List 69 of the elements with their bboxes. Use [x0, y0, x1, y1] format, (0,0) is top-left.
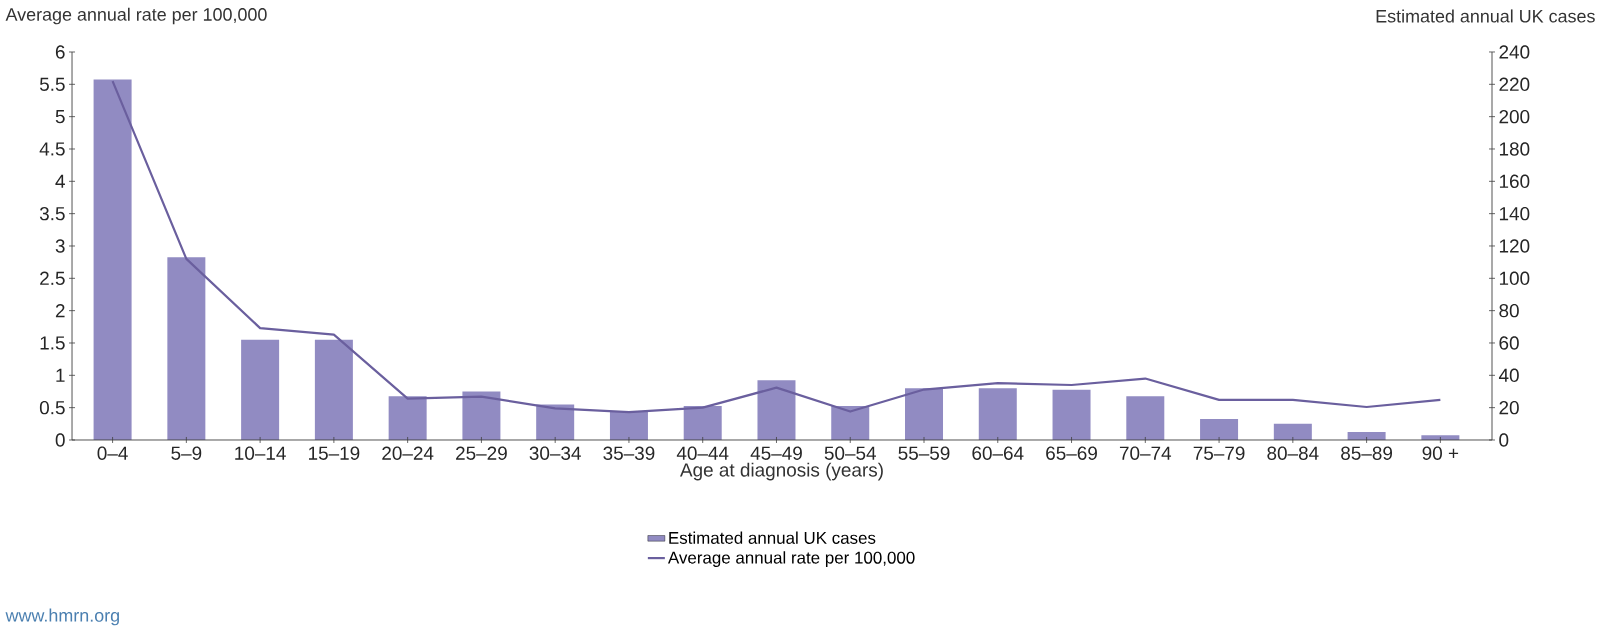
y-tick-label: 4	[55, 174, 65, 188]
x-tick-label: 55–59	[898, 446, 950, 460]
y-tick-label: 1	[56, 368, 65, 382]
bar	[1126, 396, 1165, 440]
y2-tick-label: 20	[1499, 400, 1519, 415]
y-tick-label: 6	[55, 45, 65, 59]
x-tick-label: 60–64	[972, 446, 1024, 460]
x-tick-label: 75–79	[1193, 446, 1245, 460]
bar	[388, 396, 427, 440]
x-tick-label: 65–69	[1046, 446, 1097, 460]
bar	[1273, 423, 1312, 440]
y-tick-label: 3	[55, 239, 65, 253]
x-tick-label: 0–4	[97, 446, 128, 460]
text: www.hmrn.org	[5, 608, 119, 626]
bar	[314, 339, 353, 440]
y2-tick-label: 220	[1499, 77, 1530, 92]
bar	[93, 79, 132, 440]
y-tick-label: 1.5	[40, 336, 65, 350]
x-tick-label: 45–49	[750, 446, 802, 460]
y2-tick-label: 200	[1499, 109, 1530, 124]
y-tick-label: 3.5	[39, 206, 65, 221]
x-tick-label: 15–19	[309, 446, 360, 460]
bar	[831, 406, 870, 440]
x-tick-label: 35–39	[603, 446, 655, 460]
x-tick-label: 10–14	[235, 446, 286, 460]
x-tick-label: 30–34	[529, 446, 581, 460]
bar	[978, 388, 1017, 440]
y2-tick-label: 60	[1499, 336, 1519, 350]
y2-tick-label: 180	[1499, 142, 1530, 156]
y2-tick-label: 80	[1499, 303, 1519, 318]
x-tick-label: 50–54	[824, 446, 876, 460]
y2-tick-label: 140	[1499, 206, 1530, 221]
y-tick-label: 5.5	[39, 77, 65, 91]
bar	[757, 380, 796, 440]
bar	[1200, 418, 1239, 440]
bar	[609, 410, 648, 440]
x-tick-label: 70–74	[1119, 446, 1172, 460]
y-tick-label: 2.5	[40, 271, 65, 286]
bar	[462, 391, 501, 440]
y-tick-label: 5	[55, 110, 65, 124]
bar	[241, 339, 280, 440]
y2-tick-label: 120	[1499, 239, 1530, 253]
y2-tick-label: 160	[1499, 174, 1530, 189]
y-tick-label: 0.5	[39, 400, 65, 415]
x-tick-label: 40–44	[676, 446, 729, 460]
bar	[536, 404, 575, 440]
y2-tick-label: 40	[1498, 368, 1519, 383]
x-tick-label: 80–84	[1267, 446, 1319, 460]
y2-tick-label: 240	[1499, 45, 1530, 59]
line-series	[111, 79, 1442, 414]
x-tick-label: 25–29	[456, 446, 507, 460]
bar	[1052, 389, 1091, 440]
bar	[167, 257, 206, 440]
legend-label: Average annual rate per 100,000	[667, 551, 915, 568]
x-axis-title: Age at diagnosis (years)	[679, 462, 883, 481]
y2-tick-label: 100	[1499, 271, 1530, 286]
y2-axis-title: Estimated annual UK cases	[1376, 9, 1595, 23]
y-axis-title: Average annual rate per 100,000	[5, 7, 267, 25]
y2-tick-label: 0	[1499, 433, 1509, 447]
y-tick-label: 2	[55, 304, 65, 318]
x-tick-label: 85–89	[1341, 446, 1392, 460]
legend-label: Estimated annual UK cases	[669, 531, 876, 544]
bar	[905, 388, 944, 440]
y-tick-label: 0	[55, 433, 65, 447]
bar	[683, 406, 722, 440]
y-tick-label: 4.5	[39, 142, 65, 156]
x-tick-label: 20–24	[382, 446, 434, 460]
x-tick-label: 90 +	[1422, 446, 1459, 460]
x-tick-label: 5–9	[171, 446, 202, 460]
